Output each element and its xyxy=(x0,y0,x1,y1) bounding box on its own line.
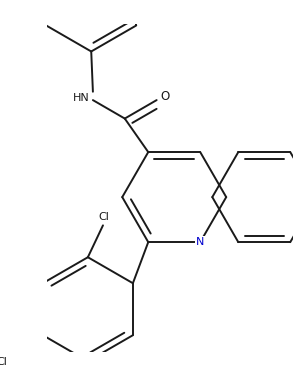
Text: HN: HN xyxy=(73,93,90,104)
Text: O: O xyxy=(161,90,170,103)
Text: N: N xyxy=(196,237,204,247)
Text: Cl: Cl xyxy=(98,212,109,222)
Text: Cl: Cl xyxy=(0,357,8,367)
